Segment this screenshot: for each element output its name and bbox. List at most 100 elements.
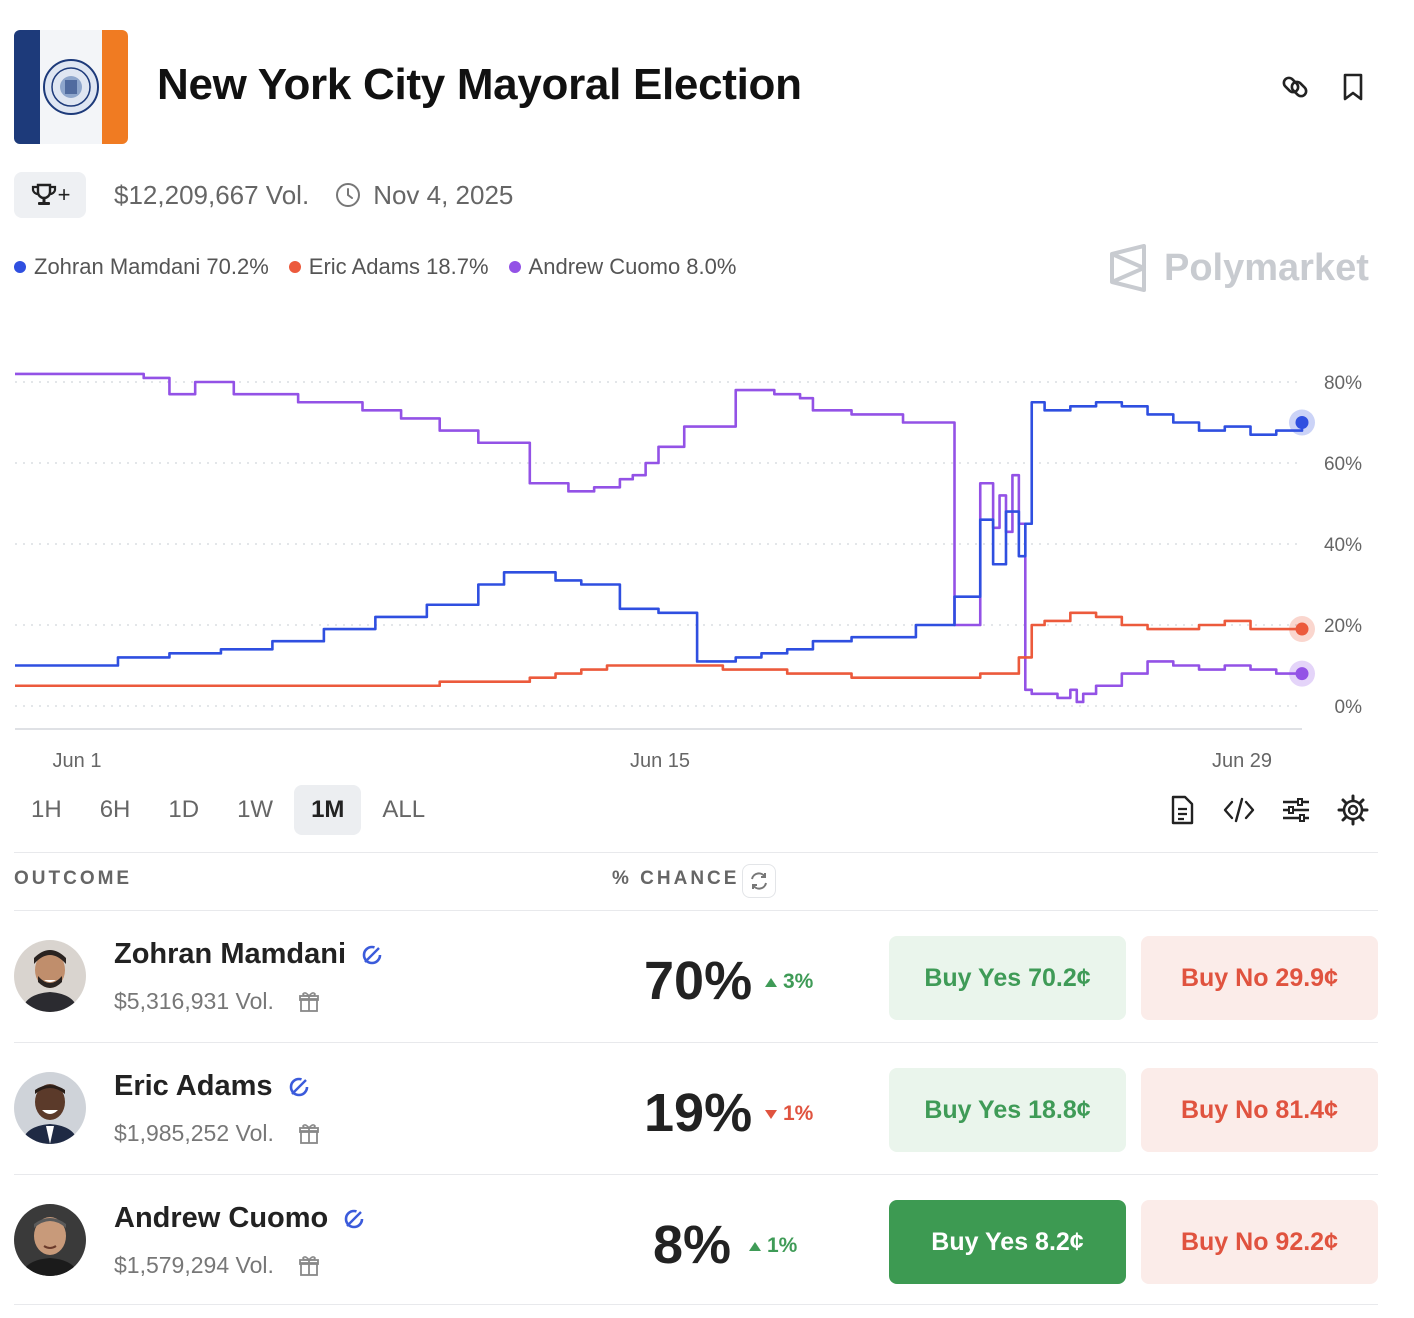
buy-yes-button[interactable]: Buy Yes 70.2¢	[889, 936, 1126, 1020]
buy-yes-button[interactable]: Buy Yes 8.2¢	[889, 1200, 1126, 1284]
time-range-selector: 1H 6H 1D 1W 1M ALL	[14, 785, 446, 835]
outcome-row-cuomo: Andrew Cuomo $1,579,294 Vol. 8% 1% Buy Y…	[14, 1176, 1378, 1306]
series-line-eric-adams	[15, 611, 1302, 688]
rewards-ring-icon[interactable]	[360, 943, 384, 967]
chance-change-label: 1%	[767, 1234, 798, 1257]
embed-code-icon[interactable]	[1219, 790, 1259, 830]
up-triangle-icon	[749, 1241, 761, 1251]
candidate-name: Andrew Cuomo	[114, 1202, 366, 1235]
trophy-plus-label: +	[57, 182, 71, 207]
candidate-volume: $5,316,931 Vol.	[114, 988, 320, 1015]
divider	[14, 1042, 1378, 1043]
chance-change-label: 1%	[783, 1102, 814, 1125]
buy-yes-button[interactable]: Buy Yes 18.8¢	[889, 1068, 1126, 1152]
divider	[14, 1174, 1378, 1175]
series-end-point-zohran-mamdani	[1295, 416, 1309, 429]
legend-item-adams: Eric Adams 18.7%	[288, 254, 489, 280]
y-tick-label: 20%	[1324, 616, 1362, 637]
gift-icon[interactable]	[298, 991, 320, 1013]
chance-change: 1%	[749, 1234, 797, 1258]
legend-label: Andrew Cuomo 8.0%	[528, 254, 737, 279]
chance-value: 70%	[644, 951, 753, 1011]
candidate-name-label: Zohran Mamdani	[114, 938, 347, 970]
document-icon[interactable]	[1162, 790, 1202, 830]
chance-value: 19%	[644, 1083, 753, 1143]
x-tick-label: Jun 1	[53, 750, 102, 772]
chance-column-header: % CHANCE	[612, 868, 740, 889]
chance-change-label: 3%	[783, 970, 814, 993]
clock-icon	[336, 183, 361, 207]
price-history-chart[interactable]: 0% 20% 40% 60% 80% Jun 1 Jun 15 Jun 29	[0, 330, 1414, 780]
settings-gear-icon[interactable]	[1333, 790, 1373, 830]
candidate-avatar	[14, 940, 86, 1012]
range-all-button[interactable]: ALL	[382, 796, 426, 823]
x-tick-label: Jun 15	[630, 750, 690, 772]
range-1m-button[interactable]: 1M	[294, 785, 362, 835]
y-tick-label: 60%	[1324, 454, 1362, 475]
candidate-volume-label: $1,579,294 Vol.	[114, 1252, 274, 1278]
candidate-name: Zohran Mamdani	[114, 938, 384, 971]
series-line-zohran-mamdani	[15, 400, 1304, 667]
market-header: New York City Mayoral Election	[14, 30, 1384, 144]
candidate-volume-label: $5,316,931 Vol.	[114, 988, 274, 1014]
gift-icon[interactable]	[298, 1123, 320, 1145]
chance-value: 8%	[652, 1215, 731, 1275]
divider	[14, 910, 1378, 911]
polymarket-watermark: Polymarket	[1106, 244, 1369, 292]
y-tick-label: 0%	[1335, 697, 1363, 718]
x-tick-label: Jun 29	[1212, 750, 1272, 772]
outcome-row-adams: Eric Adams $1,985,252 Vol. 19% 1% Buy Ye…	[14, 1044, 1378, 1174]
candidate-volume: $1,985,252 Vol.	[114, 1120, 320, 1147]
end-date: Nov 4, 2025	[373, 179, 514, 210]
gift-icon[interactable]	[298, 1255, 320, 1277]
outcome-column-header: OUTCOME	[14, 868, 133, 889]
rewards-ring-icon[interactable]	[342, 1207, 366, 1231]
buy-no-button[interactable]: Buy No 92.2¢	[1141, 1200, 1378, 1284]
candidate-name: Eric Adams	[114, 1070, 311, 1103]
outcome-row-mamdani: Zohran Mamdani $5,316,931 Vol. 70% 3% Bu…	[14, 912, 1378, 1042]
candidate-name-label: Eric Adams	[114, 1070, 273, 1102]
legend-item-cuomo: Andrew Cuomo 8.0%	[508, 254, 737, 280]
trophy-icon	[31, 183, 56, 205]
rewards-ring-icon[interactable]	[287, 1075, 311, 1099]
chart-legend: Zohran Mamdani 70.2% Eric Adams 18.7% An…	[14, 254, 756, 280]
sliders-icon[interactable]	[1276, 790, 1316, 830]
divider	[14, 1304, 1378, 1305]
series-end-point-andrew-cuomo	[1295, 667, 1309, 681]
chance-change: 1%	[765, 1102, 813, 1126]
buy-no-button[interactable]: Buy No 81.4¢	[1141, 1068, 1378, 1152]
chart-tools	[1162, 790, 1390, 830]
candidate-name-label: Andrew Cuomo	[114, 1202, 329, 1234]
link-icon[interactable]	[1278, 70, 1312, 104]
buy-no-button[interactable]: Buy No 29.9¢	[1141, 936, 1378, 1020]
range-1w-button[interactable]: 1W	[237, 796, 274, 823]
refresh-icon[interactable]	[742, 864, 776, 898]
range-6h-button[interactable]: 6H	[99, 796, 131, 823]
legend-dot	[508, 261, 521, 273]
candidate-avatar	[14, 1072, 86, 1144]
down-triangle-icon	[765, 1109, 777, 1119]
candidate-volume-label: $1,985,252 Vol.	[114, 1120, 274, 1146]
range-1h-button[interactable]: 1H	[31, 796, 62, 823]
total-volume: $12,209,667 Vol.	[114, 179, 310, 210]
legend-item-mamdani: Zohran Mamdani 70.2%	[14, 254, 269, 280]
y-tick-label: 40%	[1324, 535, 1362, 556]
legend-dot	[288, 261, 301, 273]
brand-name: Polymarket	[1164, 246, 1369, 289]
bookmark-icon[interactable]	[1336, 70, 1370, 104]
y-tick-label: 80%	[1324, 373, 1362, 394]
nyc-flag-logo	[14, 30, 128, 144]
chance-change: 3%	[765, 970, 813, 994]
page-title: New York City Mayoral Election	[157, 60, 802, 109]
candidate-avatar	[14, 1204, 86, 1276]
legend-dot	[14, 261, 26, 273]
polymarket-logo-icon	[1110, 244, 1146, 292]
market-meta: + $12,209,667 Vol. Nov 4, 2025	[14, 172, 513, 218]
series-line-andrew-cuomo	[15, 372, 1302, 704]
divider	[14, 852, 1378, 853]
series-end-point-eric-adams	[1295, 622, 1309, 636]
nyc-seal-icon	[43, 59, 99, 115]
up-triangle-icon	[765, 977, 777, 987]
trophy-button[interactable]: +	[14, 172, 86, 218]
range-1d-button[interactable]: 1D	[168, 796, 200, 823]
